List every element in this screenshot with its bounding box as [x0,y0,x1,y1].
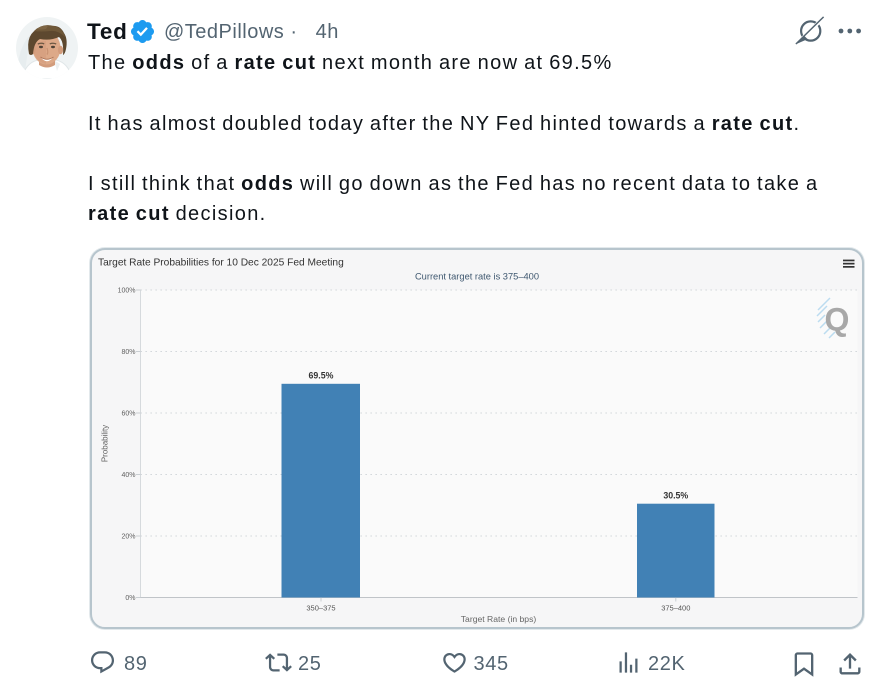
svg-text:375–400: 375–400 [661,604,690,613]
svg-text:0%: 0% [125,595,135,602]
svg-text:20%: 20% [121,533,135,540]
svg-text:Current target rate is 375–400: Current target rate is 375–400 [415,272,539,282]
svg-text:40%: 40% [121,472,135,479]
svg-text:60%: 60% [121,410,135,417]
svg-text:30.5%: 30.5% [663,490,688,500]
svg-text:350–375: 350–375 [306,604,335,613]
svg-text:100%: 100% [118,287,136,294]
svg-text:Q: Q [825,301,850,337]
svg-text:80%: 80% [121,349,135,356]
svg-text:Target Rate (in bps): Target Rate (in bps) [461,614,537,624]
svg-text:Probability: Probability [101,425,110,462]
svg-text:Target Rate Probabilities for: Target Rate Probabilities for 10 Dec 202… [98,258,344,269]
svg-text:69.5%: 69.5% [309,371,334,381]
